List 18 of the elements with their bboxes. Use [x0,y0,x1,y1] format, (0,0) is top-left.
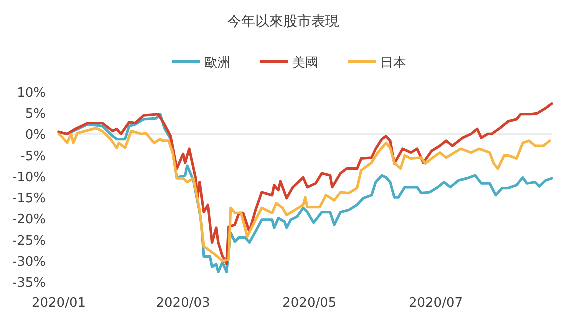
x-tick-label: 2020/07 [408,296,464,311]
y-tick-label: 0% [25,128,46,144]
x-tick-label: 2020/01 [32,296,86,311]
y-tick-label: -35% [12,276,46,291]
y-tick-label: -25% [12,234,46,249]
legend-label: 歐洲 [204,56,230,71]
x-tick-label: 2020/05 [282,296,337,311]
y-tick-label: -30% [12,254,46,270]
y-tick-label: -5% [20,149,46,164]
y-tick-label: 10% [17,86,46,101]
legend-label: 美國 [292,55,318,71]
x-tick-label: 2020/03 [156,296,210,311]
legend-label: 日本 [380,56,406,71]
title: 今年以來股市表現 [228,14,340,30]
y-tick-label: -20% [12,212,46,228]
y-tick-label: -15% [12,192,46,207]
y-tick-label: -10% [12,170,46,186]
y-tick-label: 5% [25,107,46,122]
